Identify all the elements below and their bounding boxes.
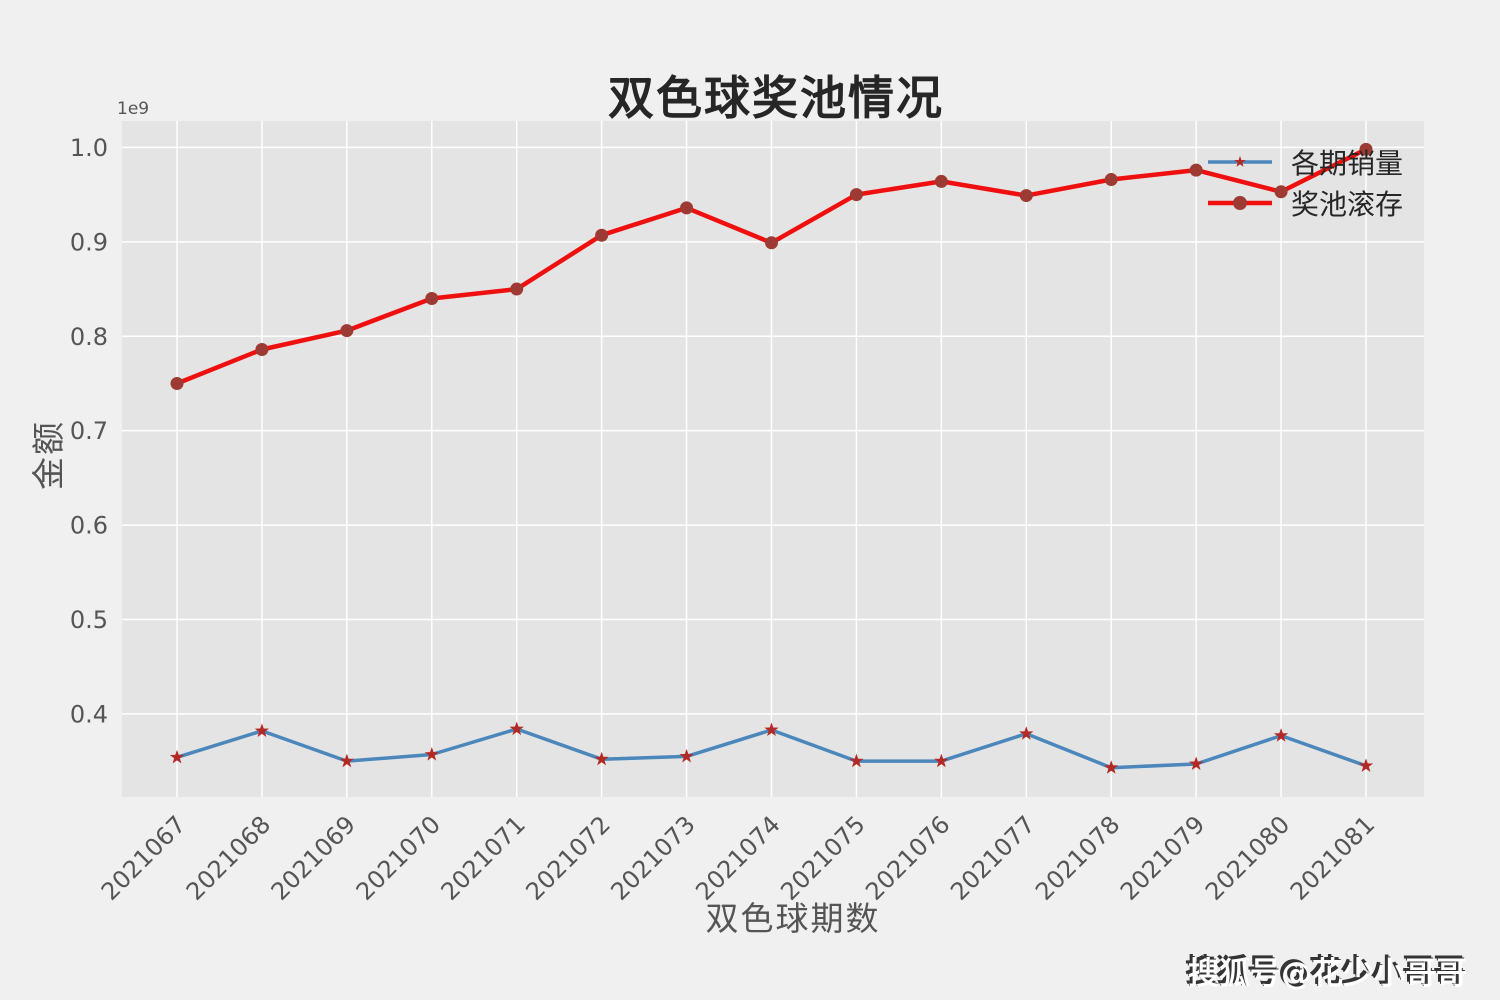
x-tick-label: 2021068 — [181, 810, 276, 905]
sales-point-marker — [764, 722, 779, 737]
watermark-text: 搜狐号@花少小哥哥 — [1188, 956, 1467, 992]
pool-point-marker — [1359, 142, 1373, 156]
pool-point-marker — [934, 174, 948, 188]
pool-point-marker — [1019, 189, 1033, 203]
y-tick-label: 1.0 — [70, 134, 108, 162]
x-tick-label: 2021073 — [605, 810, 700, 905]
y-tick-label: 0.9 — [70, 228, 108, 256]
legend-item-sales: 各期销量 — [1205, 141, 1403, 182]
sales-point-marker — [594, 751, 609, 766]
x-tick-label: 2021067 — [96, 810, 191, 905]
sales-point-marker — [1104, 760, 1119, 774]
y-tick-label: 0.7 — [70, 417, 108, 445]
sales-point-marker — [424, 747, 439, 761]
pool-point-marker — [255, 342, 269, 356]
pool-line-sample-icon — [1208, 195, 1272, 210]
series-0 — [169, 721, 1374, 774]
plot-area — [122, 121, 1424, 797]
x-tick-label: 2021072 — [521, 810, 616, 905]
sales-point-marker — [254, 723, 270, 737]
x-tick-label: 2021081 — [1285, 810, 1380, 905]
sales-point-marker — [339, 753, 354, 768]
sales-point-marker — [509, 721, 524, 736]
pool-point-marker — [1104, 173, 1118, 187]
pool-point-marker — [1274, 185, 1288, 199]
pool-point-marker — [340, 324, 354, 338]
legend-item-pool: 奖池滚存 — [1205, 182, 1403, 223]
sales-point-marker — [1189, 756, 1204, 771]
x-tick-label: 2021070 — [351, 810, 446, 905]
x-tick-label: 2021079 — [1115, 810, 1210, 905]
sales-legend-label: 各期销量 — [1291, 146, 1404, 180]
pool-point-marker — [1189, 163, 1203, 177]
series-1 — [170, 142, 1373, 390]
sales-point-marker — [849, 753, 864, 768]
sales-point-marker — [1358, 758, 1374, 772]
sales-point-marker — [679, 748, 694, 763]
pool-point-marker — [425, 291, 439, 305]
x-tick-label: 2021078 — [1030, 810, 1125, 905]
y-tick-label: 0.5 — [70, 606, 108, 634]
x-tick-label: 2021071 — [436, 810, 531, 905]
sales-point-marker — [934, 753, 949, 768]
legend: 各期销量 奖池滚存 — [1205, 141, 1403, 223]
pool-point-marker — [510, 282, 524, 296]
pool-point-marker — [680, 201, 694, 215]
y-axis-label: 金额 — [29, 420, 68, 490]
pool-point-marker — [170, 376, 184, 390]
x-tick-label: 2021077 — [945, 810, 1040, 905]
x-axis-label: 双色球期数 — [705, 899, 881, 938]
x-tick-label: 2021069 — [266, 810, 361, 905]
x-tick-label: 2021080 — [1200, 810, 1295, 905]
chart-title: 双色球奖池情况 — [608, 71, 944, 125]
y-axis-offset-text: 1e9 — [117, 99, 150, 119]
sales-point-marker — [1273, 728, 1289, 742]
sales-point-marker — [169, 749, 185, 764]
y-tick-label: 0.4 — [70, 700, 108, 728]
sales-point-marker — [1019, 726, 1034, 740]
sales-line-sample-icon — [1208, 155, 1272, 167]
y-tick-label: 0.8 — [70, 323, 108, 351]
pool-point-marker — [595, 228, 609, 242]
pool-point-marker — [849, 188, 863, 202]
pool-point-marker — [765, 236, 778, 250]
y-tick-label: 0.6 — [70, 512, 108, 540]
pool-legend-label: 奖池滚存 — [1291, 187, 1404, 221]
y-tick-labels: 0.4 0.5 0.6 0.7 0.8 0.9 1.0 — [70, 134, 108, 728]
gridlines — [122, 121, 1424, 797]
